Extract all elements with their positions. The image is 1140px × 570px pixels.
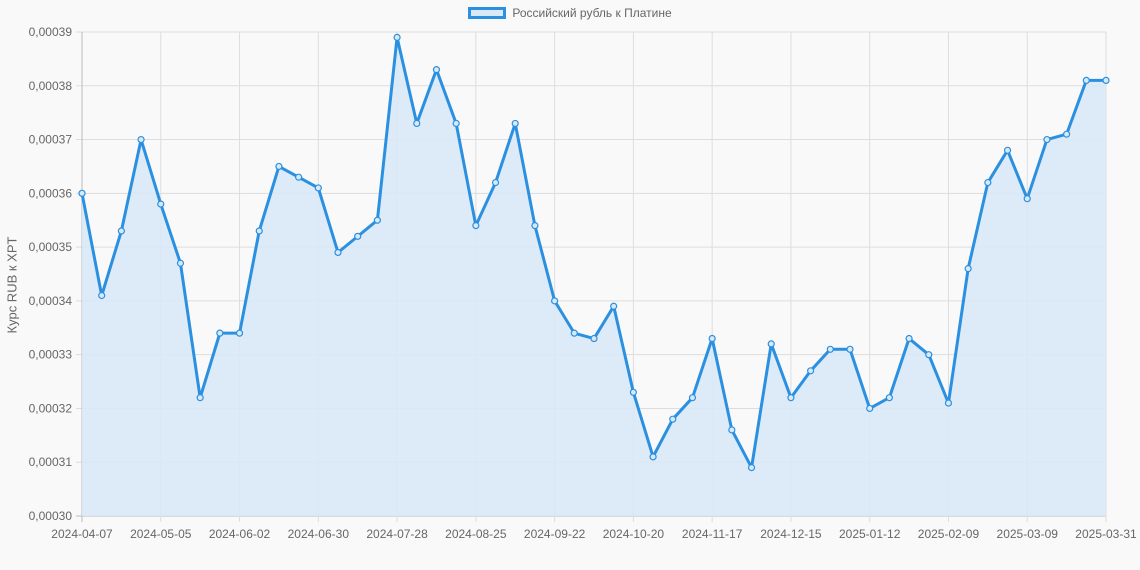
data-point[interactable] [1082,76,1090,85]
data-point[interactable] [551,297,559,305]
data-point[interactable] [137,135,145,144]
data-point[interactable] [1023,195,1031,203]
data-point[interactable] [728,426,736,434]
data-point[interactable] [1102,76,1110,85]
x-tick-label: 2024-06-30 [288,527,350,541]
data-point[interactable] [216,329,224,337]
data-point[interactable] [944,399,953,407]
data-point[interactable] [629,388,637,396]
data-point[interactable] [275,162,283,171]
x-tick-label: 2025-01-12 [839,527,901,541]
data-point[interactable] [354,232,362,240]
data-point[interactable] [373,216,381,224]
data-point[interactable] [531,222,539,230]
data-point[interactable] [1003,146,1012,154]
data-point[interactable] [925,351,933,359]
x-tick-label: 2025-03-09 [997,527,1059,541]
data-point[interactable] [964,265,972,273]
legend-label: Российский рубль к Платине [512,6,672,20]
y-tick-label: 0,00037 [29,133,73,147]
data-point[interactable] [511,119,519,128]
data-point[interactable] [1063,130,1071,138]
data-point[interactable] [472,222,480,230]
legend-swatch [468,7,507,19]
data-point[interactable] [255,227,263,235]
y-tick-label: 0,00039 [29,25,73,39]
data-point[interactable] [432,66,441,74]
data-point[interactable] [235,329,244,337]
x-tick-label: 2024-09-22 [524,527,586,541]
y-tick-label: 0,00034 [29,294,73,308]
x-tick-label: 2024-12-15 [760,527,822,541]
data-point[interactable] [1043,135,1051,144]
y-tick-label: 0,00036 [29,186,73,200]
data-point[interactable] [98,291,106,300]
chart-legend[interactable]: Российский рубль к Платине [0,6,1140,20]
y-tick-label: 0,00038 [29,79,73,93]
data-point[interactable] [767,340,775,348]
data-point[interactable] [570,329,578,337]
x-tick-label: 2024-07-28 [366,527,428,541]
data-point[interactable] [491,178,500,187]
x-tick-label: 2024-05-05 [130,527,192,541]
data-point[interactable] [452,119,460,128]
data-point[interactable] [807,367,815,375]
data-point[interactable] [649,453,657,461]
data-point[interactable] [176,259,185,267]
data-point[interactable] [885,394,893,402]
area-fill [82,37,1106,516]
data-point[interactable] [708,334,716,343]
data-point[interactable] [157,200,165,208]
data-point[interactable] [826,345,834,353]
y-tick-label: 0,00033 [29,348,73,362]
data-point[interactable] [984,178,992,187]
x-tick-label: 2024-06-02 [209,527,271,541]
data-point[interactable] [669,415,677,423]
x-tick-label: 2024-04-07 [51,527,113,541]
data-point[interactable] [393,33,401,41]
x-tick-label: 2024-10-20 [603,527,665,541]
x-tick-label: 2025-03-31 [1075,527,1137,541]
data-point[interactable] [846,345,854,353]
data-point[interactable] [688,394,697,402]
data-point[interactable] [610,302,618,310]
data-point[interactable] [196,394,204,402]
data-point[interactable] [314,184,322,192]
data-point[interactable] [413,119,421,128]
data-point[interactable] [787,394,795,402]
data-point[interactable] [295,173,303,181]
data-point[interactable] [866,404,874,413]
y-tick-label: 0,00031 [29,455,73,469]
data-point[interactable] [590,334,598,343]
data-point[interactable] [334,248,342,257]
y-tick-label: 0,00030 [29,509,73,523]
y-tick-label: 0,00032 [29,401,73,415]
y-tick-label: 0,00035 [29,240,73,254]
x-tick-label: 2024-11-17 [682,527,743,541]
x-tick-label: 2024-08-25 [445,527,507,541]
data-point[interactable] [117,227,125,235]
data-point[interactable] [905,334,913,343]
x-tick-label: 2025-02-09 [918,527,980,541]
data-point[interactable] [747,464,756,472]
data-point[interactable] [78,189,86,197]
